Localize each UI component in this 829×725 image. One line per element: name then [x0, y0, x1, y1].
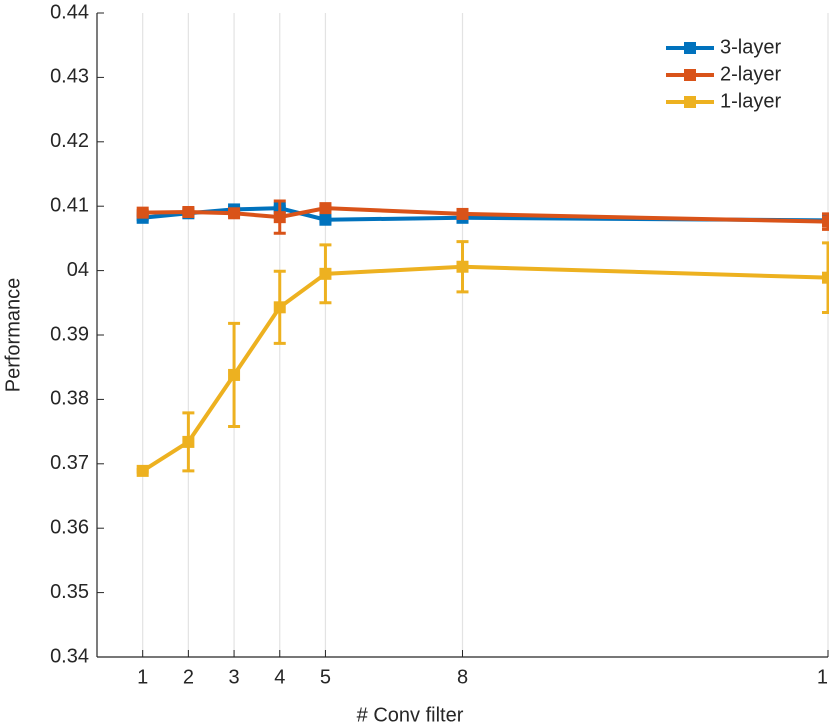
y-tick-label: 0.41: [50, 194, 89, 216]
marker: [273, 211, 286, 224]
legend-label: 3-layer: [720, 36, 781, 58]
x-tick-label: 3: [229, 666, 240, 688]
x-axis-label: # Conv filter: [357, 704, 464, 725]
legend-label: 1-layer: [720, 90, 781, 112]
marker: [182, 205, 195, 218]
legend-marker: [684, 69, 696, 81]
marker: [273, 301, 286, 314]
marker: [319, 267, 332, 280]
legend-marker: [684, 42, 696, 54]
x-tick-label: 4: [274, 666, 285, 688]
marker: [822, 215, 829, 228]
marker: [228, 368, 241, 381]
x-tick-label: 8: [457, 666, 468, 688]
y-tick-label: 0.35: [50, 581, 89, 603]
marker: [136, 464, 149, 477]
y-tick-label: 0.42: [50, 130, 89, 152]
marker: [136, 206, 149, 219]
marker: [228, 207, 241, 220]
marker: [456, 207, 469, 220]
x-tick-label: 1: [137, 666, 148, 688]
marker: [182, 435, 195, 448]
y-tick-label: 0.38: [50, 388, 89, 410]
legend-label: 2-layer: [720, 63, 781, 85]
marker: [319, 202, 332, 215]
series-line: [141, 264, 829, 473]
marker: [456, 260, 469, 273]
marker: [319, 213, 332, 226]
y-tick-label: 0.37: [50, 452, 89, 474]
legend-marker: [684, 96, 696, 108]
y-tick-label: 0.34: [50, 645, 89, 667]
marker: [822, 271, 829, 284]
y-tick-label: 04: [67, 259, 89, 281]
y-tick-label: 0.44: [50, 1, 89, 23]
y-tick-label: 0.39: [50, 323, 89, 345]
x-tick-label: 16: [817, 666, 829, 688]
x-tick-label: 5: [320, 666, 331, 688]
y-tick-label: 0.43: [50, 66, 89, 88]
y-tick-label: 0.36: [50, 516, 89, 538]
y-axis-label: Performance: [2, 278, 24, 393]
x-tick-label: 2: [183, 666, 194, 688]
